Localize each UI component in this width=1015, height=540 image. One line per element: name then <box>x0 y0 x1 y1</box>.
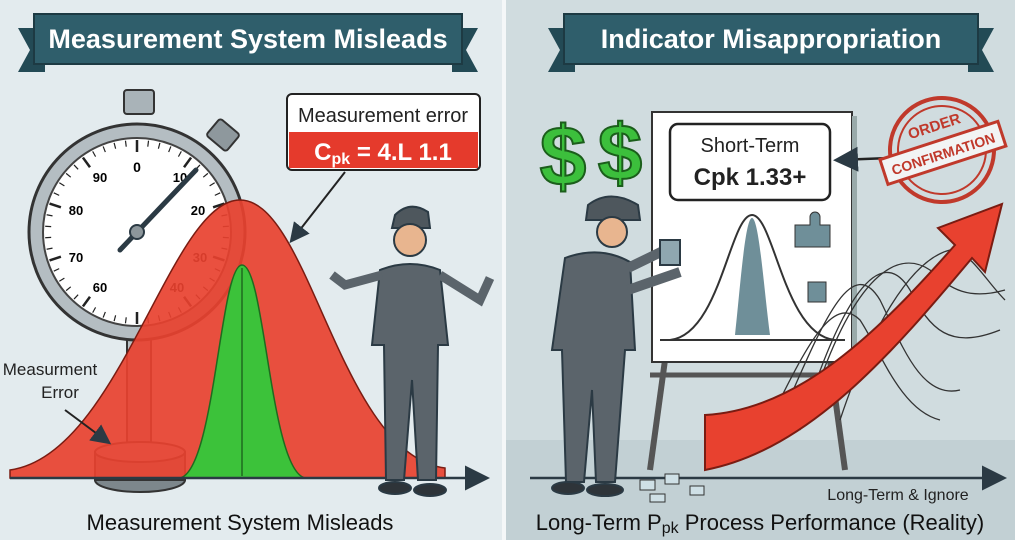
process-variation-lines <box>759 249 1006 441</box>
gauge-tick-70: 70 <box>69 250 83 265</box>
gauge-tick-20: 20 <box>191 203 205 218</box>
gauge-tick-mark <box>183 156 193 169</box>
gauge-tick-mark <box>81 295 91 308</box>
gauge-tick-mark <box>92 307 97 313</box>
measurement-error-label-2: Error <box>41 383 79 402</box>
confused-worker <box>329 205 495 497</box>
gauge-tick-mark <box>73 294 79 300</box>
board-line1: Short-Term <box>701 135 800 157</box>
right-banner-title: Indicator Misappropriation <box>601 24 942 54</box>
gauge-tick-mark <box>124 317 127 324</box>
gauge-tick-mark <box>102 146 106 153</box>
gauge-tick-90: 90 <box>93 170 107 185</box>
left-banner: Measurement System Misleads <box>18 13 478 72</box>
dollar-icon-2: $ <box>598 108 643 197</box>
gauge-tick-mark <box>65 172 72 178</box>
callout-label: Measurement error <box>298 105 468 127</box>
gauge-tick-mark <box>157 142 161 149</box>
panel-divider <box>502 0 506 540</box>
dollar-icon: $ <box>540 109 587 203</box>
axis-label-long-term: Long-Term & Ignore <box>827 487 969 504</box>
gauge-tick-mark <box>73 164 79 170</box>
gauge-tick-mark <box>202 172 209 178</box>
gauge-tick-mark <box>177 151 182 157</box>
gauge-tick-mark <box>49 202 62 209</box>
gauge-tick-80: 80 <box>69 203 83 218</box>
board-line2: Cpk 1.33+ <box>694 164 807 191</box>
gauge-tick-mark <box>212 202 225 209</box>
right-footer: Long-Term Ppk Process Performance (Reali… <box>536 510 985 537</box>
gauge-tick-mark <box>113 142 117 149</box>
measurement-error-label: Measurment <box>3 360 98 379</box>
gauge-tick-mark <box>102 311 106 318</box>
left-footer: Measurement System Misleads <box>87 510 394 535</box>
gauge-tick-mark <box>147 140 150 147</box>
left-banner-title: Measurement System Misleads <box>48 24 447 54</box>
gauge-tick-0: 0 <box>133 159 141 175</box>
gauge-tick-mark <box>53 268 60 272</box>
measurement-error-callout: Measurement error Cpk = 4.L 1.1 <box>286 93 481 244</box>
gauge-tick-mark <box>65 286 72 292</box>
gauge-tick-mark <box>209 182 215 187</box>
gauge-tick-60: 60 <box>93 280 107 295</box>
gauge-tick-mark <box>81 156 91 169</box>
right-banner: Indicator Misappropriation <box>548 13 994 72</box>
trend-arrow <box>704 202 1004 472</box>
gauge-tick-mark <box>46 247 53 250</box>
gauge-tick-mark <box>214 192 221 196</box>
gauge-tick-mark <box>113 315 117 322</box>
worker-placing-puzzle <box>550 195 705 503</box>
gauge-tick-mark <box>124 140 127 147</box>
presentation-board: Short-Term Cpk 1.33+ <box>647 111 891 471</box>
callout-value: Cpk = 4.L 1.1 <box>314 139 452 168</box>
gauge-tick-mark <box>53 192 60 196</box>
gauge-tick-mark <box>92 151 97 157</box>
gauge-tick-mark <box>49 255 62 262</box>
gauge-tick-mark <box>59 277 65 282</box>
gauge-tick-mark <box>46 214 53 217</box>
gauge-tick-mark <box>168 146 172 153</box>
gauge-tick-mark <box>59 182 65 187</box>
